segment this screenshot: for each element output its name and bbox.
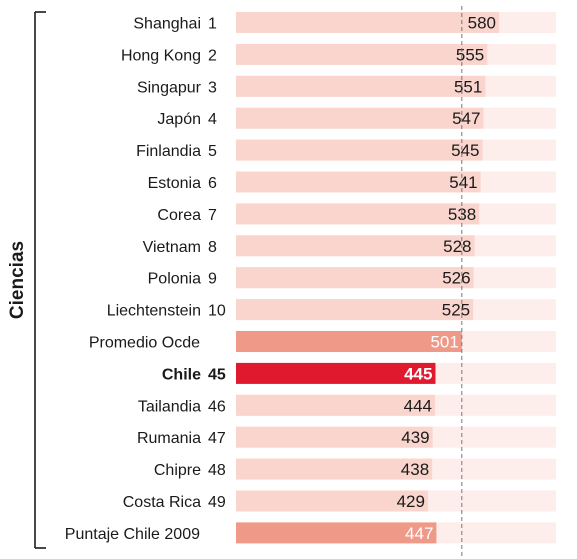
category-label: Hong Kong — [121, 47, 201, 64]
bar — [236, 203, 480, 225]
rank-label: 49 — [208, 494, 226, 511]
category-label: Japón — [157, 111, 201, 128]
category-label: Finlandia — [136, 143, 201, 160]
bar — [236, 43, 488, 65]
category-label: Chile — [162, 366, 201, 383]
value-label: 438 — [401, 460, 429, 479]
category-label: Shanghai — [133, 16, 201, 33]
rank-label: 48 — [208, 462, 226, 479]
value-label: 447 — [405, 524, 433, 543]
rank-label: 5 — [208, 143, 217, 160]
rank-label: 47 — [208, 430, 226, 447]
bar — [236, 235, 475, 257]
bar — [236, 12, 499, 33]
rank-label: 10 — [208, 303, 226, 320]
category-label: Costa Rica — [123, 494, 201, 511]
category-label: Estonia — [148, 175, 201, 192]
bar — [236, 394, 435, 416]
bar — [236, 267, 474, 289]
value-label: 525 — [442, 301, 470, 320]
bar — [236, 458, 433, 480]
value-label: 541 — [449, 173, 477, 192]
category-label: Polonia — [148, 271, 201, 288]
bar — [236, 107, 484, 129]
rank-label: 8 — [208, 239, 217, 256]
category-label: Rumania — [137, 430, 201, 447]
category-label: Chipre — [154, 462, 201, 479]
category-label: Puntaje Chile 2009 — [65, 526, 200, 543]
category-label: Vietnam — [143, 239, 201, 256]
rank-label: 46 — [208, 398, 226, 415]
value-label: 501 — [430, 333, 458, 352]
value-label: 526 — [442, 269, 470, 288]
bar — [236, 75, 486, 97]
value-label: 580 — [468, 14, 496, 33]
value-label: 545 — [451, 141, 479, 160]
bar — [236, 426, 433, 448]
bar — [236, 299, 474, 321]
category-label: Promedio Ocde — [89, 335, 200, 352]
bar — [236, 522, 437, 544]
rank-label: 9 — [208, 271, 217, 288]
rank-label: 45 — [208, 366, 226, 383]
category-label: Tailandia — [138, 398, 201, 415]
category-label: Liechtenstein — [107, 303, 201, 320]
rank-label: 7 — [208, 207, 217, 224]
rank-label: 3 — [208, 79, 217, 96]
category-label: Corea — [157, 207, 201, 224]
category-label: Singapur — [137, 79, 202, 96]
bar — [236, 362, 436, 384]
rank-label: 2 — [208, 47, 217, 64]
bar — [236, 171, 481, 193]
value-label: 551 — [454, 77, 482, 96]
rank-label: 1 — [208, 16, 217, 33]
rank-label: 6 — [208, 175, 217, 192]
rank-label: 4 — [208, 111, 217, 128]
bar — [236, 331, 462, 352]
value-label: 444 — [404, 396, 432, 415]
value-label: 439 — [401, 428, 429, 447]
value-label: 445 — [404, 364, 432, 383]
bar — [236, 490, 428, 512]
bar — [236, 139, 483, 161]
value-label: 547 — [452, 109, 480, 128]
value-label: 528 — [443, 237, 471, 256]
value-label: 538 — [448, 205, 476, 224]
y-axis-title: Ciencias — [7, 241, 28, 319]
value-label: 429 — [397, 492, 425, 511]
value-label: 555 — [456, 45, 484, 64]
